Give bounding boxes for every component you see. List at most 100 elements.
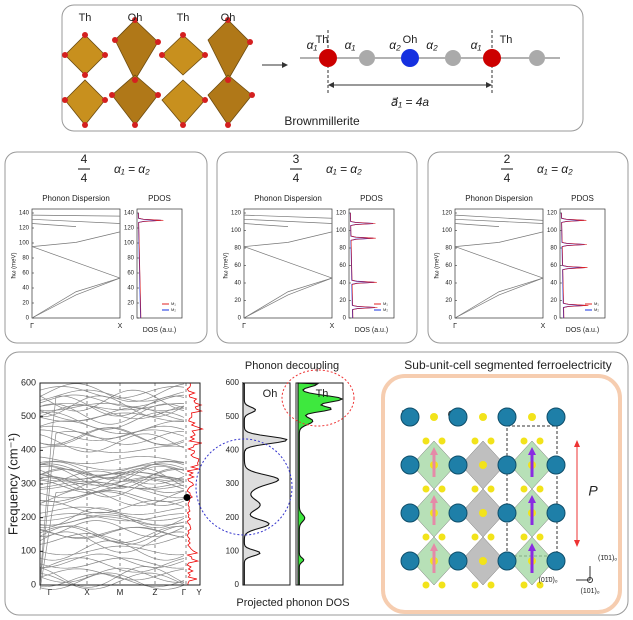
label: α₁ = α₂ <box>537 162 573 176</box>
band <box>39 404 185 420</box>
y-tick-label: 200 <box>21 512 36 522</box>
dispersion-curve <box>454 214 544 221</box>
y-tick-label: 0 <box>449 316 453 322</box>
band <box>39 520 185 538</box>
cation <box>497 503 517 523</box>
y-tick-label: 80 <box>22 256 29 262</box>
cation <box>546 503 566 523</box>
band <box>39 526 185 543</box>
y-tick-label: 120 <box>231 211 242 217</box>
band <box>39 490 185 503</box>
band <box>39 389 185 412</box>
oxygen <box>422 533 430 541</box>
y-tick-label: 60 <box>550 263 557 269</box>
band <box>39 461 185 479</box>
y-tick-label: 500 <box>21 411 36 421</box>
y-tick-label: 140 <box>124 211 135 217</box>
band <box>39 456 185 464</box>
y-tick-label: 20 <box>550 298 557 304</box>
oxygen <box>471 485 479 493</box>
label: 2 <box>504 152 511 166</box>
band <box>39 572 185 590</box>
band <box>39 511 185 521</box>
cation <box>448 551 468 571</box>
y-tick-label: 80 <box>234 246 241 252</box>
band <box>39 507 185 529</box>
label: (01̄0)ₒ <box>539 577 558 584</box>
axes <box>31 208 121 319</box>
oxygen <box>536 485 544 493</box>
band <box>39 403 185 411</box>
label: PDOS <box>571 194 594 203</box>
label: Phonon Dispersion <box>254 194 322 203</box>
dispersion-curve <box>454 218 544 224</box>
oxygen <box>479 413 487 421</box>
oxygen <box>430 413 438 421</box>
top-panel <box>61 4 584 132</box>
y-tick-label: 80 <box>127 256 134 262</box>
band <box>39 513 185 522</box>
arrow-head <box>528 447 536 455</box>
y-tick-label: 120 <box>547 211 558 217</box>
oxygen <box>422 581 430 589</box>
y-tick-label: 120 <box>442 211 453 217</box>
band <box>39 568 185 581</box>
y-tick-label: 0 <box>343 316 347 322</box>
band <box>39 403 185 425</box>
label: Γ <box>453 323 457 330</box>
band <box>39 427 185 446</box>
oxygen <box>438 437 446 445</box>
cation <box>448 503 468 523</box>
oxygen <box>471 533 479 541</box>
band <box>39 531 185 553</box>
bottom-panel <box>4 351 629 616</box>
y-tick-label: 120 <box>336 211 347 217</box>
band <box>39 411 185 430</box>
band <box>39 433 185 453</box>
axes <box>295 382 344 586</box>
y-tick-label: 100 <box>442 228 453 234</box>
oxygen-atoms <box>62 17 255 128</box>
y-tick-label: 20 <box>234 298 241 304</box>
oxygen <box>422 485 430 493</box>
pdos-curve <box>349 212 375 319</box>
band <box>39 430 185 586</box>
label: α₂ <box>389 38 401 52</box>
label: Oh <box>128 12 143 24</box>
band <box>39 526 185 539</box>
y-tick-label: 100 <box>231 228 242 234</box>
y-tick-label: 20 <box>445 298 452 304</box>
y-tick-label: 400 <box>226 445 240 454</box>
band <box>39 557 185 569</box>
arrow-head <box>574 440 580 447</box>
band <box>39 386 185 399</box>
label: 4 <box>504 171 511 185</box>
axes <box>136 208 183 319</box>
band <box>39 533 185 546</box>
oxygen <box>536 437 544 445</box>
label: DOS (a.u.) <box>566 327 599 334</box>
y-tick-label: 140 <box>19 211 30 217</box>
legend-label: M₂ <box>383 307 388 312</box>
marker <box>183 493 191 501</box>
y-tick-label: 0 <box>131 316 135 322</box>
oxygen <box>520 485 528 493</box>
y-tick-label: 300 <box>226 479 240 488</box>
y-tick-label: 80 <box>550 246 557 252</box>
y-tick-label: 40 <box>445 281 452 287</box>
dispersion-curve <box>31 277 121 319</box>
cation <box>546 407 566 427</box>
label: Projected phonon DOS <box>236 597 349 609</box>
arrow-head <box>328 82 334 88</box>
band <box>39 465 185 487</box>
th-site <box>483 49 501 67</box>
y-tick-label: 100 <box>547 228 558 234</box>
cation <box>400 551 420 571</box>
oxygen <box>471 581 479 589</box>
pdos-curve <box>350 212 378 319</box>
label: PDOS <box>360 194 383 203</box>
x-tick-label: Γ <box>48 588 53 597</box>
y-tick-label: 80 <box>445 246 452 252</box>
label: ħω (meV) <box>224 252 230 278</box>
axes <box>348 208 395 319</box>
